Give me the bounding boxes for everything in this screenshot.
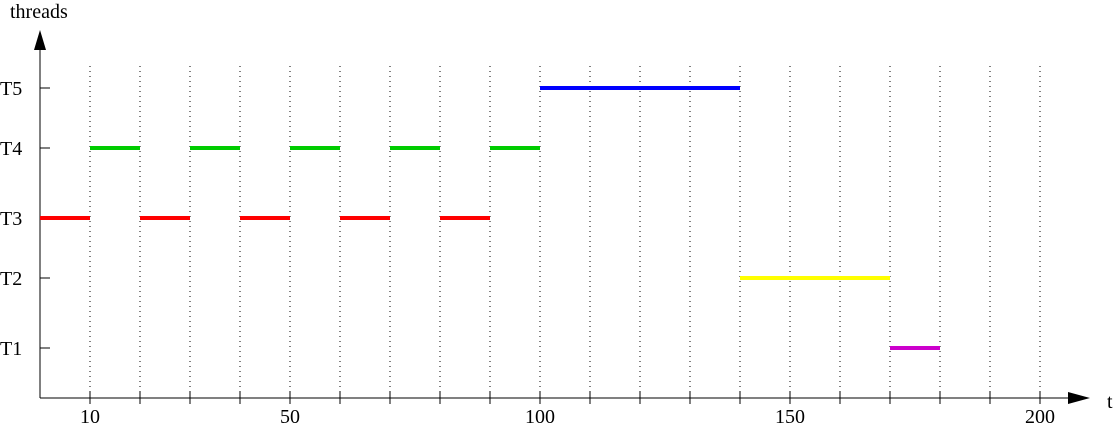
x-axis-label: t <box>1107 391 1113 413</box>
thread-label: T4 <box>0 138 22 160</box>
thread-label: T5 <box>0 78 22 100</box>
x-tick-label: 10 <box>80 406 100 428</box>
gridlines <box>89 66 1041 398</box>
x-tick-label: 200 <box>1025 406 1055 428</box>
thread-labels: T1 T2 T3 T4 T5 <box>0 78 50 360</box>
axes: threads t <box>10 1 1113 413</box>
x-tick-label: 150 <box>775 406 805 428</box>
y-axis-arrow-icon <box>34 30 46 50</box>
thread-label: T3 <box>0 208 22 230</box>
thread-label: T2 <box>0 268 22 290</box>
thread-label: T1 <box>0 338 22 360</box>
x-axis-arrow-icon <box>1068 392 1090 404</box>
x-tick-label: 50 <box>280 406 300 428</box>
x-tick-label: 100 <box>525 406 555 428</box>
ticks: 10 50 100 150 200 <box>80 392 1055 428</box>
thread-segments <box>40 86 940 350</box>
y-axis-label: threads <box>10 1 68 23</box>
